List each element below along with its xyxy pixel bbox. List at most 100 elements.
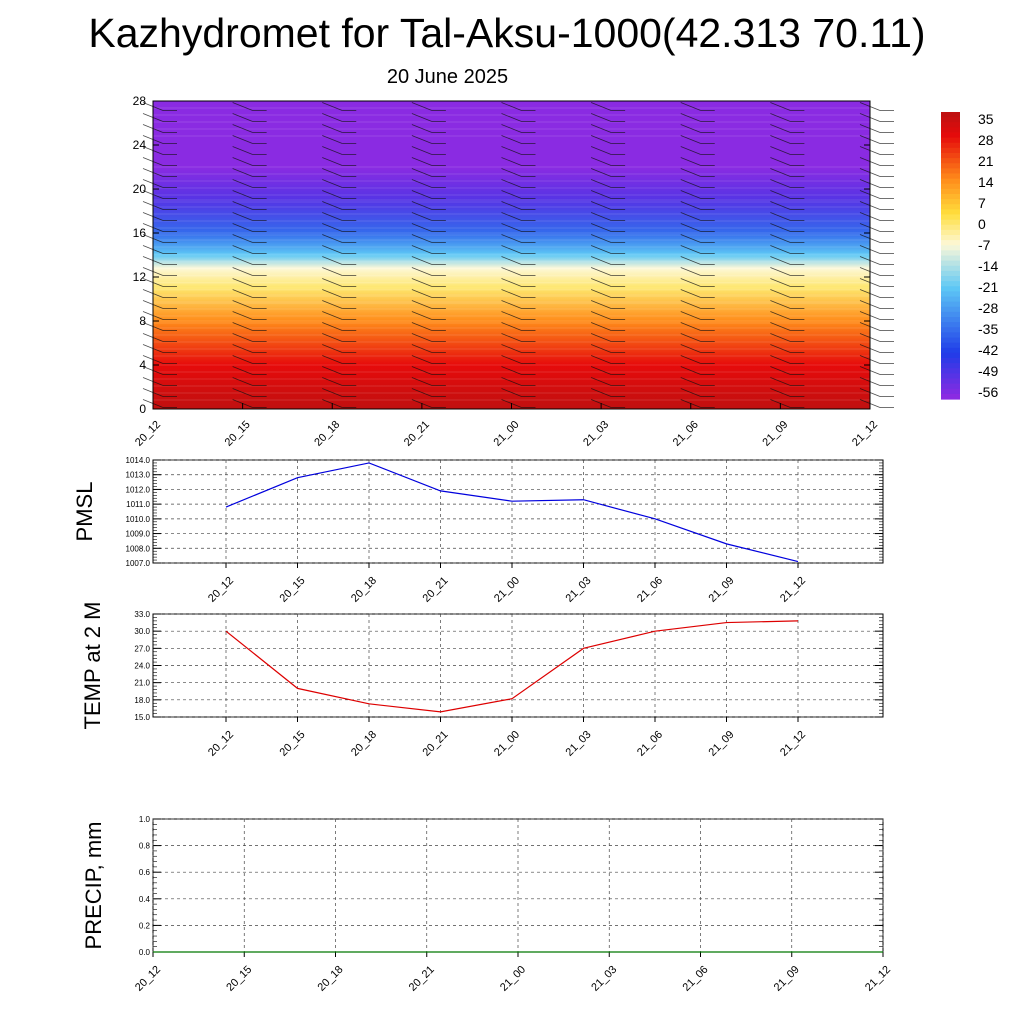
- wind-barb: [501, 377, 522, 386]
- wind-barb: [590, 289, 612, 298]
- x-tick-label: 20_12: [206, 729, 236, 759]
- colorbar-cell: [941, 117, 960, 123]
- colorbar-cell: [941, 235, 960, 241]
- wind-barb: [501, 135, 522, 144]
- x-tick-label: 20_15: [278, 575, 308, 605]
- x-tick-label: 21_06: [635, 729, 665, 759]
- wind-barb: [501, 102, 522, 111]
- wind-barb: [770, 190, 791, 199]
- wind-barb: [322, 113, 343, 122]
- wind-barb: [770, 256, 791, 265]
- y-tick-label: 4: [139, 358, 146, 372]
- wind-barb: [770, 366, 791, 375]
- colorbar-cell: [941, 260, 960, 267]
- wind-barb: [680, 124, 701, 133]
- x-tick-label: 21_03: [581, 419, 611, 449]
- wind-barb: [590, 245, 612, 254]
- wind-barb: [322, 102, 343, 111]
- wind-barb: [411, 190, 433, 199]
- y-tick-label: 24.0: [134, 662, 150, 671]
- wind-barb: [680, 135, 701, 144]
- wind-barb: [680, 311, 701, 320]
- colorbar-cell: [941, 188, 960, 195]
- wind-barb: [590, 355, 612, 364]
- wind-barb: [232, 289, 253, 298]
- wind-barb: [501, 256, 522, 265]
- wind-barb: [501, 278, 522, 287]
- wind-barb: [680, 223, 701, 232]
- wind-barb: [590, 267, 612, 276]
- wind-barb: [770, 168, 791, 177]
- wind-barb: [232, 388, 253, 397]
- colorbar-cell: [941, 153, 960, 159]
- wind-barb: [232, 124, 253, 133]
- wind-barb: [322, 311, 343, 320]
- wind-barb: [232, 113, 253, 122]
- wind-barb: [501, 190, 522, 199]
- wind-barb: [590, 223, 612, 232]
- wind-barb: [322, 289, 343, 298]
- colorbar-cell: [941, 281, 960, 287]
- wind-barb: [501, 366, 522, 375]
- wind-barb: [770, 124, 791, 133]
- wind-barb: [680, 146, 701, 155]
- wind-barb: [590, 300, 612, 309]
- wind-barb: [770, 344, 791, 353]
- wind-barb: [322, 124, 343, 133]
- wind-barb: [501, 124, 522, 133]
- wind-barb: [232, 377, 253, 386]
- wind-barb: [411, 223, 433, 232]
- wind-barb: [770, 322, 791, 331]
- y-tick-label: 0.8: [139, 842, 151, 851]
- wind-barb: [501, 146, 522, 155]
- y-tick-label: 8: [139, 314, 146, 328]
- colorbar-cell: [941, 296, 960, 303]
- y-tick-label: 24: [133, 138, 147, 152]
- x-tick-label: 21_00: [498, 964, 528, 994]
- wind-barb: [501, 355, 522, 364]
- wind-barb: [680, 322, 701, 331]
- wind-barb: [411, 168, 433, 177]
- wind-barb: [770, 212, 791, 221]
- colorbar-cell: [941, 199, 960, 205]
- y-tick-label: 1012.0: [126, 485, 151, 494]
- wind-barb: [680, 201, 701, 210]
- wind-barb: [501, 333, 522, 342]
- wind-barb: [232, 168, 253, 177]
- colorbar-cell: [941, 245, 960, 251]
- colorbar-label: 21: [978, 153, 994, 169]
- y-tick-label: 18.0: [134, 696, 150, 705]
- y-axis-label: PRECIP, mm: [81, 822, 106, 950]
- wind-barb: [232, 135, 253, 144]
- wind-barb: [770, 289, 791, 298]
- wind-barb: [770, 388, 791, 397]
- wind-barb: [232, 179, 253, 188]
- colorbar-cell: [941, 255, 960, 262]
- wind-barb: [501, 113, 522, 122]
- colorbar-cell: [941, 209, 960, 216]
- wind-barb: [680, 234, 701, 243]
- colorbar-cell: [941, 219, 960, 226]
- colorbar-cell: [941, 178, 960, 185]
- wind-barb: [322, 135, 343, 144]
- y-tick-label: 16: [133, 226, 147, 240]
- wind-barb: [411, 135, 433, 144]
- y-tick-label: 28: [133, 94, 147, 108]
- wind-barb: [590, 322, 612, 331]
- x-tick-label: 21_06: [635, 575, 665, 605]
- colorbar-cell: [941, 352, 960, 359]
- colorbar-label: -35: [978, 321, 998, 337]
- colorbar-cell: [941, 322, 960, 328]
- colorbar-cell: [941, 163, 960, 169]
- wind-barb: [322, 344, 343, 353]
- colorbar-label: -49: [978, 363, 998, 379]
- wind-barb: [322, 190, 343, 199]
- colorbar-cell: [941, 383, 960, 390]
- y-tick-label: 0.2: [139, 921, 151, 930]
- wind-barb: [590, 311, 612, 320]
- y-tick-label: 0.4: [139, 895, 151, 904]
- wind-barb: [501, 388, 522, 397]
- wind-barb: [411, 201, 433, 210]
- wind-barb: [590, 179, 612, 188]
- wind-barb: [501, 300, 522, 309]
